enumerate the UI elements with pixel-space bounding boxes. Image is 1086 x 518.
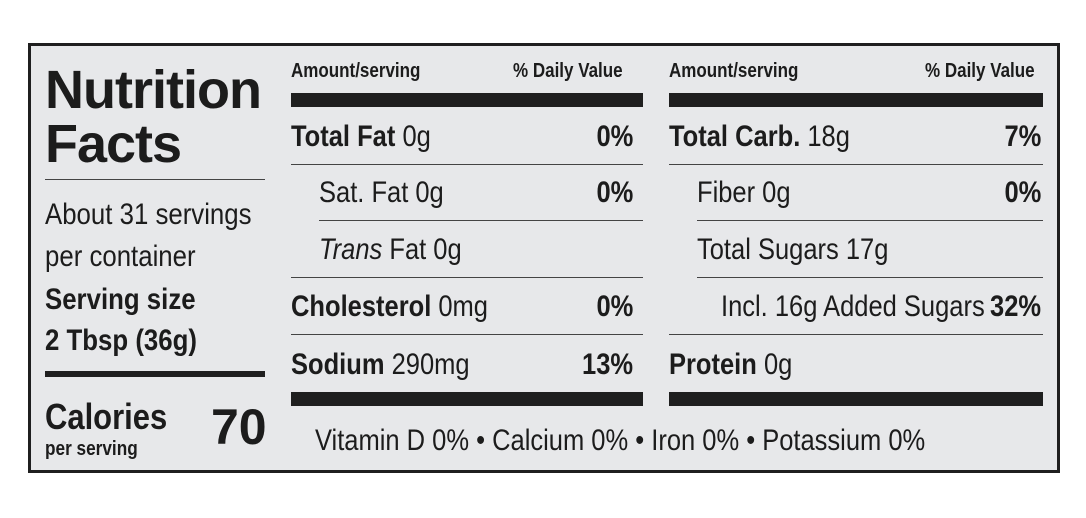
row-divider bbox=[291, 164, 643, 165]
dv-sodium: 13% bbox=[581, 348, 633, 381]
header-amount-serving-right: Amount/serving bbox=[669, 60, 799, 82]
row-divider bbox=[291, 334, 643, 335]
header-daily-value: % Daily Value bbox=[513, 60, 623, 82]
row-divider bbox=[697, 277, 1043, 278]
row-protein: Protein 0g bbox=[669, 348, 793, 381]
title-facts: Facts bbox=[45, 114, 182, 174]
nutrition-facts-panel: Nutrition Facts About 31 servings per co… bbox=[28, 43, 1060, 473]
bottom-rule-right bbox=[669, 392, 1043, 406]
bottom-rule bbox=[291, 392, 643, 406]
row-sat-fat: Sat. Fat 0g bbox=[319, 176, 444, 209]
dv-total-fat: 0% bbox=[596, 120, 633, 153]
row-added-sugars: Incl. 16g Added Sugars bbox=[721, 290, 985, 323]
header-daily-value-right: % Daily Value bbox=[925, 60, 1035, 82]
header-rule bbox=[291, 93, 643, 107]
row-divider bbox=[669, 334, 1043, 335]
dv-total-carb: 7% bbox=[1004, 120, 1041, 153]
divider-thick bbox=[45, 371, 265, 377]
calories-label: Calories bbox=[45, 396, 168, 437]
row-fiber: Fiber 0g bbox=[697, 176, 791, 209]
row-divider bbox=[697, 220, 1043, 221]
row-divider bbox=[669, 164, 1043, 165]
row-trans-fat: Trans Fat 0g bbox=[319, 233, 462, 266]
row-total-sugars: Total Sugars 17g bbox=[697, 233, 889, 266]
dv-added-sugars: 32% bbox=[989, 290, 1041, 323]
header-amount-serving: Amount/serving bbox=[291, 60, 421, 82]
serving-size-value: 2 Tbsp (36g) bbox=[45, 324, 197, 357]
dv-fiber: 0% bbox=[1004, 176, 1041, 209]
vitamins-minerals: Vitamin D 0% • Calcium 0% • Iron 0% • Po… bbox=[315, 424, 926, 457]
row-divider bbox=[291, 277, 643, 278]
row-cholesterol: Cholesterol 0mg bbox=[291, 290, 488, 323]
dv-cholesterol: 0% bbox=[596, 290, 633, 323]
row-sodium: Sodium 290mg bbox=[291, 348, 470, 381]
row-total-fat: Total Fat 0g bbox=[291, 120, 431, 153]
dv-sat-fat: 0% bbox=[596, 176, 633, 209]
servings-per-container-2: per container bbox=[45, 240, 196, 273]
servings-per-container: About 31 servings bbox=[45, 198, 252, 231]
calories-value: 70 bbox=[211, 399, 267, 455]
row-total-carb: Total Carb. 18g bbox=[669, 120, 850, 153]
divider bbox=[45, 179, 265, 180]
header-rule-right bbox=[669, 93, 1043, 107]
serving-size-label: Serving size bbox=[45, 283, 196, 316]
calories-per-serving: per serving bbox=[45, 438, 138, 460]
row-divider bbox=[319, 220, 643, 221]
title-nutrition: Nutrition bbox=[45, 60, 262, 120]
